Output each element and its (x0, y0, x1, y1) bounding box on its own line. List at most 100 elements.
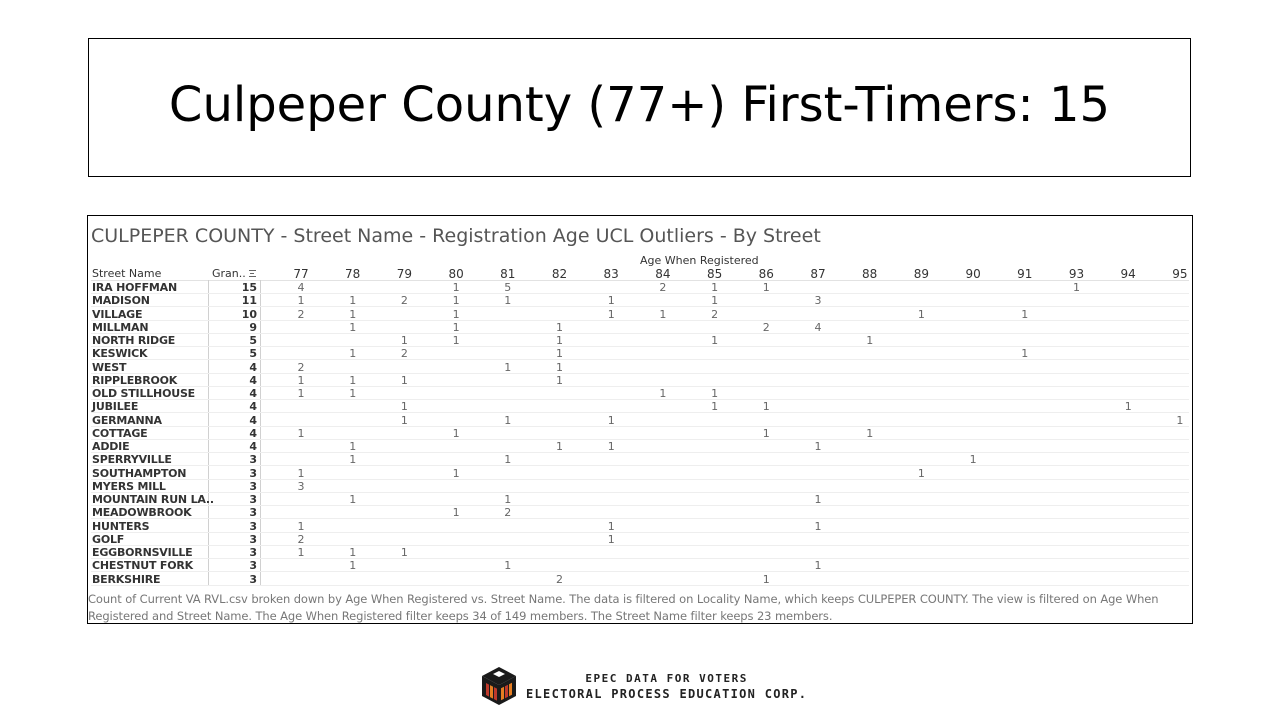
count-cell[interactable]: 1 (607, 294, 615, 308)
count-cell[interactable]: 1 (607, 307, 615, 321)
street-name-cell[interactable]: IRA HOFFMAN (92, 281, 177, 294)
count-cell[interactable]: 1 (297, 426, 305, 440)
street-name-cell[interactable]: WEST (92, 360, 127, 374)
count-cell[interactable]: 1 (556, 440, 563, 453)
column-header-age[interactable]: 85 (706, 267, 723, 281)
count-cell[interactable]: 1 (349, 347, 357, 361)
street-name-cell[interactable]: MILLMAN (92, 320, 149, 334)
table-row[interactable]: MILLMAN 9 1 1 1 2 4 (91, 321, 1189, 334)
grand-total-cell[interactable]: 4 (249, 440, 257, 453)
count-cell[interactable]: 1 (452, 307, 460, 321)
count-cell[interactable]: 4 (297, 281, 305, 294)
street-name-cell[interactable]: SPERRYVILLE (92, 453, 172, 467)
street-name-cell[interactable]: EGGBORNSVILLE (92, 546, 193, 559)
count-cell[interactable]: 4 (814, 320, 822, 334)
table-row[interactable]: HUNTERS 3 1 1 1 (91, 520, 1189, 533)
count-cell[interactable]: 2 (297, 307, 305, 321)
count-cell[interactable]: 1 (556, 347, 563, 361)
count-cell[interactable]: 1 (504, 559, 512, 573)
street-name-cell[interactable]: MADISON (92, 294, 150, 308)
count-cell[interactable]: 1 (452, 466, 460, 480)
count-cell[interactable]: 1 (607, 413, 615, 427)
table-row[interactable]: ADDIE 4 1 1 1 1 (91, 440, 1189, 453)
column-header-age[interactable]: 83 (603, 267, 619, 281)
count-cell[interactable]: 1 (711, 294, 719, 308)
count-cell[interactable]: 1 (814, 519, 822, 533)
count-cell[interactable]: 1 (297, 387, 305, 400)
street-name-cell[interactable]: JUBILEE (92, 400, 139, 414)
street-name-cell[interactable]: MEADOWBROOK (92, 506, 192, 520)
count-cell[interactable]: 1 (607, 440, 615, 453)
street-name-cell[interactable]: MYERS MILL (92, 479, 166, 493)
count-cell[interactable]: 1 (400, 400, 408, 414)
count-cell[interactable]: 1 (504, 360, 512, 374)
table-row[interactable]: OLD STILLHOUSE 4 1 1 1 1 (91, 387, 1189, 400)
grand-total-cell[interactable]: 4 (249, 373, 257, 387)
count-cell[interactable]: 1 (297, 294, 305, 308)
street-name-cell[interactable]: MOUNTAIN RUN LA.. (92, 493, 214, 506)
street-name-cell[interactable]: NORTH RIDGE (92, 334, 176, 347)
grand-total-cell[interactable]: 3 (249, 466, 257, 480)
count-cell[interactable]: 1 (400, 373, 408, 387)
grand-total-cell[interactable]: 11 (241, 294, 257, 308)
table-row[interactable]: BERKSHIRE 3 2 1 (91, 573, 1189, 586)
count-cell[interactable]: 2 (711, 307, 719, 321)
count-cell[interactable]: 1 (349, 294, 357, 308)
column-header-age[interactable]: 78 (345, 267, 361, 281)
count-cell[interactable]: 1 (297, 519, 305, 533)
table-row[interactable]: KESWICK 5 1 2 1 1 (91, 347, 1189, 361)
count-cell[interactable]: 1 (297, 373, 305, 387)
count-cell[interactable]: 1 (556, 373, 563, 387)
table-row[interactable]: CHESTNUT FORK 3 1 1 1 (91, 559, 1189, 573)
street-name-cell[interactable]: SOUTHAMPTON (92, 466, 187, 480)
count-cell[interactable]: 2 (297, 360, 305, 374)
count-cell[interactable]: 1 (297, 466, 305, 480)
count-cell[interactable]: 1 (349, 546, 357, 559)
column-header-age[interactable]: 81 (500, 267, 516, 281)
grand-total-cell[interactable]: 5 (249, 347, 257, 361)
count-cell[interactable]: 1 (659, 387, 667, 400)
column-header-age[interactable]: 89 (913, 267, 930, 281)
grand-total-cell[interactable]: 4 (249, 426, 257, 440)
table-row[interactable]: MEADOWBROOK 3 1 2 (91, 506, 1189, 520)
grand-total-cell[interactable]: 3 (249, 479, 257, 493)
count-cell[interactable]: 1 (452, 294, 460, 308)
count-cell[interactable]: 1 (659, 307, 667, 321)
count-cell[interactable]: 1 (556, 334, 563, 347)
grand-total-cell[interactable]: 4 (249, 400, 257, 414)
table-row[interactable]: COTTAGE 4 1 1 1 1 (91, 427, 1189, 440)
count-cell[interactable]: 1 (349, 493, 357, 506)
count-cell[interactable]: 1 (866, 426, 874, 440)
table-row[interactable]: MADISON 11 1 1 2 1 1 1 1 3 (91, 294, 1189, 308)
table-row[interactable]: SPERRYVILLE 3 1 1 1 (91, 453, 1189, 467)
grand-total-cell[interactable]: 4 (249, 413, 257, 427)
count-cell[interactable]: 1 (814, 493, 822, 506)
count-cell[interactable]: 1 (711, 387, 719, 400)
count-cell[interactable]: 1 (452, 334, 460, 347)
count-cell[interactable]: 1 (762, 572, 770, 586)
count-cell[interactable]: 1 (711, 334, 719, 347)
count-cell[interactable]: 2 (556, 572, 563, 586)
table-row[interactable]: GOLF 3 2 1 (91, 533, 1189, 546)
count-cell[interactable]: 1 (917, 466, 925, 480)
grand-total-header[interactable]: Gran.. (212, 267, 256, 280)
count-cell[interactable]: 1 (607, 519, 615, 533)
table-row[interactable]: SOUTHAMPTON 3 1 1 1 (91, 467, 1189, 480)
column-header-age[interactable]: 94 (1120, 267, 1136, 281)
street-name-cell[interactable]: RIPPLEBROOK (92, 373, 178, 387)
count-cell[interactable]: 2 (762, 320, 770, 334)
street-name-cell[interactable]: HUNTERS (92, 519, 150, 533)
count-cell[interactable]: 2 (297, 532, 305, 546)
column-header-age[interactable]: 87 (810, 267, 826, 281)
count-cell[interactable]: 1 (297, 546, 305, 559)
table-row[interactable]: GERMANNA 4 1 1 1 1 (91, 414, 1189, 427)
count-cell[interactable]: 1 (1073, 281, 1080, 294)
count-cell[interactable]: 2 (504, 506, 512, 520)
grand-total-cell[interactable]: 3 (249, 506, 257, 520)
count-cell[interactable]: 1 (349, 307, 357, 321)
table-row[interactable]: EGGBORNSVILLE 3 1 1 1 (91, 546, 1189, 559)
count-cell[interactable]: 3 (814, 294, 822, 308)
row-header-street-name[interactable]: Street Name (92, 267, 162, 280)
grand-total-cell[interactable]: 5 (249, 334, 257, 347)
count-cell[interactable]: 1 (607, 532, 615, 546)
